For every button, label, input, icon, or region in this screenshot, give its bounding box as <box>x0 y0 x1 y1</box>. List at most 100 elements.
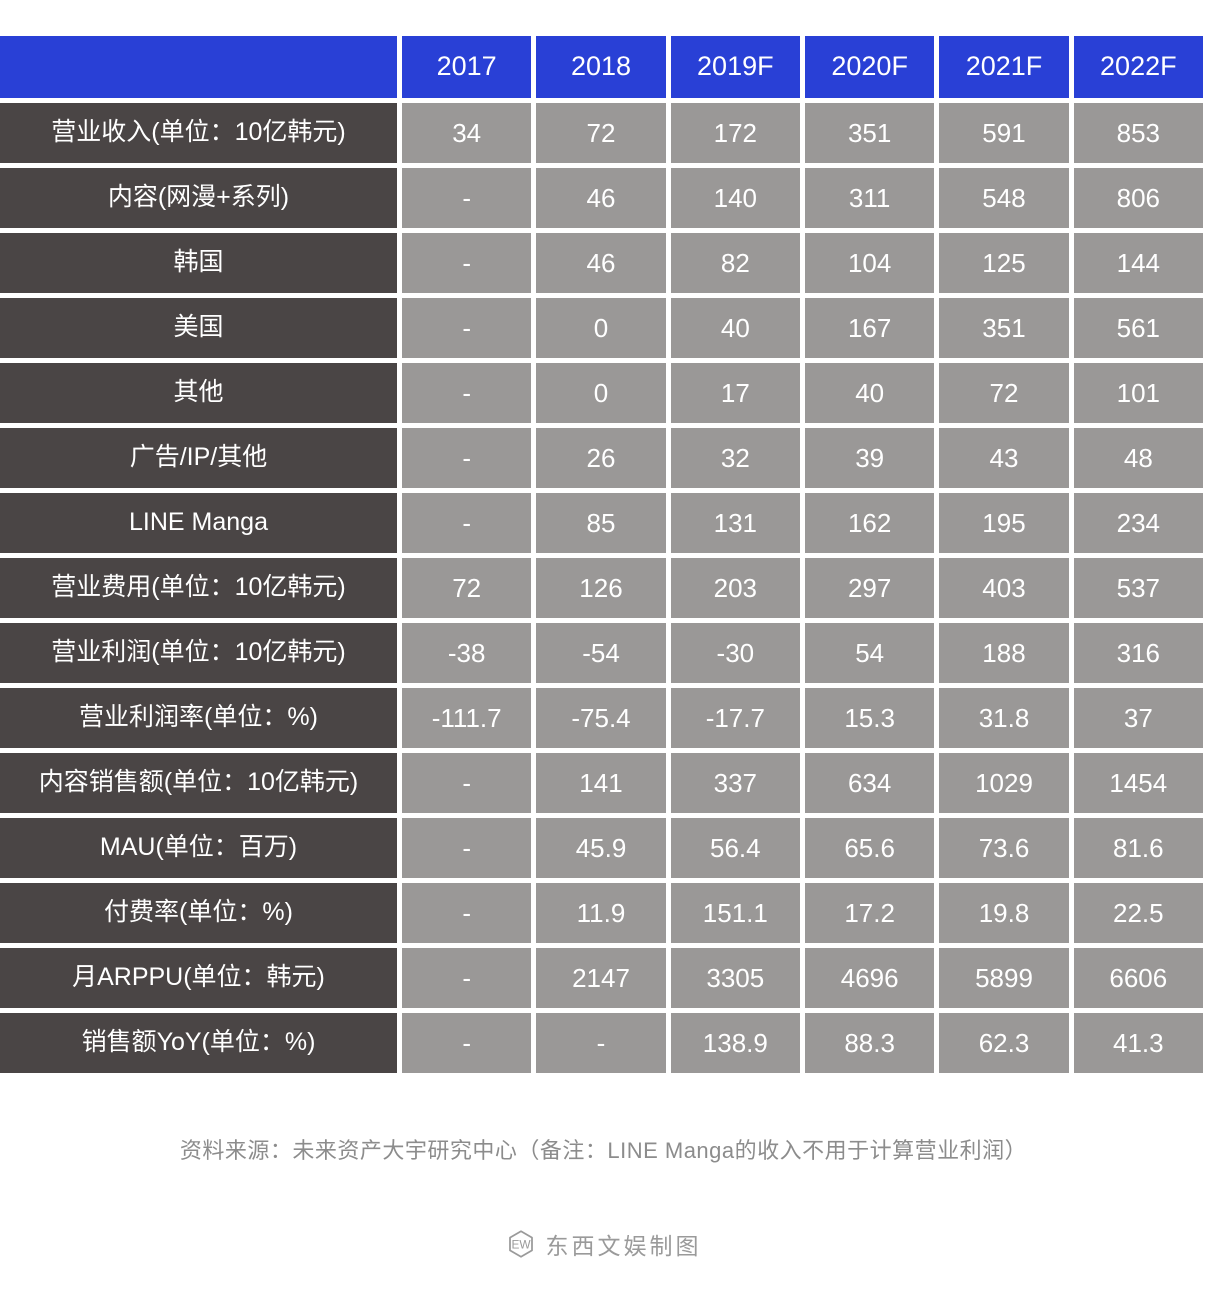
data-cell: 72 <box>536 103 666 163</box>
data-cell: 403 <box>939 558 1069 618</box>
data-cell: -75.4 <box>536 688 666 748</box>
data-cell: 337 <box>670 753 800 813</box>
row-label: 内容销售额(单位：10亿韩元) <box>0 753 397 813</box>
data-cell: 3305 <box>670 948 800 1008</box>
data-cell: 104 <box>804 233 935 293</box>
data-cell: - <box>402 298 532 358</box>
data-cell: 297 <box>804 558 935 618</box>
row-label: MAU(单位：百万) <box>0 818 397 878</box>
row-label: 广告/IP/其他 <box>0 428 397 488</box>
data-cell: -17.7 <box>670 688 800 748</box>
data-cell: 73.6 <box>939 818 1069 878</box>
data-cell: - <box>402 428 532 488</box>
data-cell: 82 <box>670 233 800 293</box>
data-cell: 46 <box>536 233 666 293</box>
data-cell: 54 <box>804 623 935 683</box>
row-label: 内容(网漫+系列) <box>0 168 397 228</box>
data-cell: 19.8 <box>939 883 1069 943</box>
data-cell: 561 <box>1073 298 1203 358</box>
data-cell: 126 <box>536 558 666 618</box>
row-label: 美国 <box>0 298 397 358</box>
data-cell: 46 <box>536 168 666 228</box>
data-cell: 40 <box>670 298 800 358</box>
data-cell: 131 <box>670 493 800 553</box>
ew-hexagon-logo-icon: EW <box>506 1229 536 1259</box>
data-cell: 40 <box>804 363 935 423</box>
data-cell: 634 <box>804 753 935 813</box>
data-cell: 17.2 <box>804 883 935 943</box>
data-cell: 351 <box>804 103 935 163</box>
data-cell: 172 <box>670 103 800 163</box>
row-label: 韩国 <box>0 233 397 293</box>
data-cell: 101 <box>1073 363 1203 423</box>
data-cell: 22.5 <box>1073 883 1203 943</box>
data-cell: 81.6 <box>1073 818 1203 878</box>
data-cell: -30 <box>670 623 800 683</box>
data-cell: 5899 <box>939 948 1069 1008</box>
data-cell: 311 <box>804 168 935 228</box>
data-cell: 26 <box>536 428 666 488</box>
data-cell: 2147 <box>536 948 666 1008</box>
data-cell: 88.3 <box>804 1013 935 1073</box>
data-cell: 234 <box>1073 493 1203 553</box>
row-label: 销售额YoY(单位：%) <box>0 1013 397 1073</box>
data-cell: - <box>536 1013 666 1073</box>
data-cell: 1454 <box>1073 753 1203 813</box>
data-cell: 4696 <box>804 948 935 1008</box>
data-cell: 32 <box>670 428 800 488</box>
data-cell: - <box>402 883 532 943</box>
data-cell: 85 <box>536 493 666 553</box>
data-cell: 591 <box>939 103 1069 163</box>
header-year-2021f: 2021F <box>939 36 1069 98</box>
data-cell: 316 <box>1073 623 1203 683</box>
data-cell: - <box>402 753 532 813</box>
header-year-2022f: 2022F <box>1073 36 1203 98</box>
data-cell: 351 <box>939 298 1069 358</box>
data-cell: 203 <box>670 558 800 618</box>
data-cell: 43 <box>939 428 1069 488</box>
data-cell: 1029 <box>939 753 1069 813</box>
data-cell: 0 <box>536 363 666 423</box>
data-cell: - <box>402 168 532 228</box>
svg-text:EW: EW <box>511 1237 531 1251</box>
data-cell: - <box>402 233 532 293</box>
data-cell: 195 <box>939 493 1069 553</box>
row-label: 付费率(单位：%) <box>0 883 397 943</box>
header-corner-cell <box>0 36 397 98</box>
row-label: 营业利润率(单位：%) <box>0 688 397 748</box>
data-cell: 72 <box>939 363 1069 423</box>
data-cell: 167 <box>804 298 935 358</box>
data-cell: -111.7 <box>402 688 532 748</box>
data-cell: -38 <box>402 623 532 683</box>
data-cell: 39 <box>804 428 935 488</box>
data-cell: 11.9 <box>536 883 666 943</box>
data-cell: 6606 <box>1073 948 1203 1008</box>
data-cell: 0 <box>536 298 666 358</box>
data-cell: 41.3 <box>1073 1013 1203 1073</box>
data-cell: 125 <box>939 233 1069 293</box>
header-year-2018: 2018 <box>536 36 666 98</box>
data-table: 2017 2018 2019F 2020F 2021F 2022F 营业收入(单位：10亿韩… <box>0 36 1203 1073</box>
data-cell: - <box>402 948 532 1008</box>
data-cell: 37 <box>1073 688 1203 748</box>
data-cell: - <box>402 1013 532 1073</box>
data-cell: 537 <box>1073 558 1203 618</box>
data-cell: 15.3 <box>804 688 935 748</box>
header-year-2020f: 2020F <box>804 36 935 98</box>
row-label: 营业利润(单位：10亿韩元) <box>0 623 397 683</box>
credit: EW 东西文娱制图 <box>0 1227 1207 1261</box>
data-cell: -54 <box>536 623 666 683</box>
source-note: 资料来源：未来资产大宇研究中心（备注：LINE Manga的收入不用于计算营业利… <box>179 1138 1028 1163</box>
data-cell: 56.4 <box>670 818 800 878</box>
data-cell: 65.6 <box>804 818 935 878</box>
data-cell: 31.8 <box>939 688 1069 748</box>
data-cell: 151.1 <box>670 883 800 943</box>
data-cell: 34 <box>402 103 532 163</box>
data-cell: - <box>402 818 532 878</box>
row-label: 其他 <box>0 363 397 423</box>
data-cell: 17 <box>670 363 800 423</box>
row-label: 月ARPPU(单位：韩元) <box>0 948 397 1008</box>
data-cell: 188 <box>939 623 1069 683</box>
row-label: 营业收入(单位：10亿韩元) <box>0 103 397 163</box>
